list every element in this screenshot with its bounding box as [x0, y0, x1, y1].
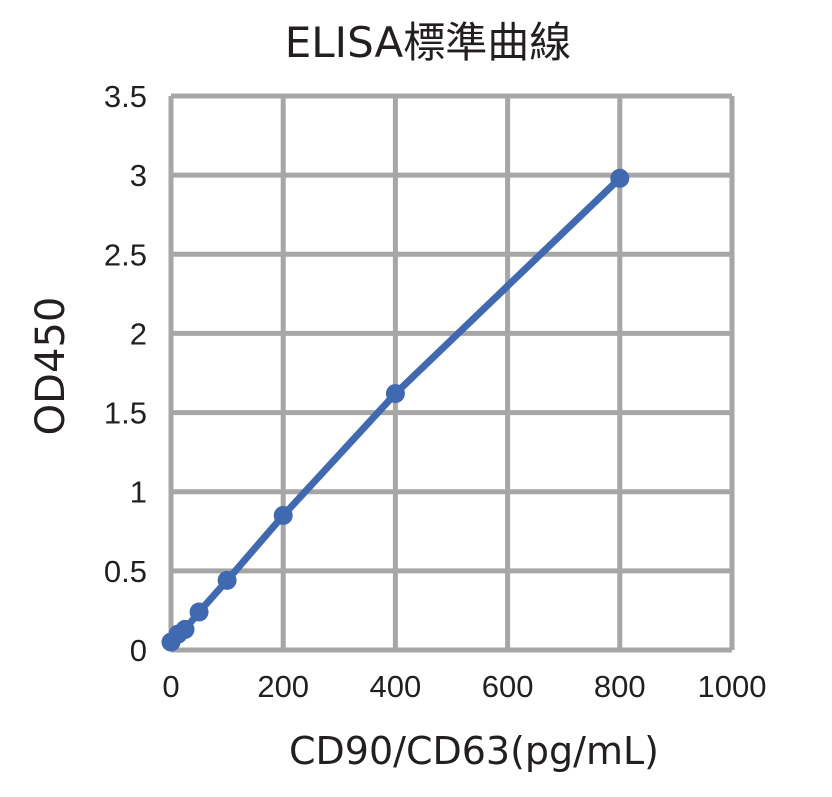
x-tick-label: 400	[370, 669, 422, 704]
grid	[168, 93, 735, 653]
y-tick-label: 3.5	[104, 79, 147, 114]
x-tick-labels: 0 200 400 600 800 1000	[162, 669, 766, 704]
x-tick-label: 800	[594, 669, 646, 704]
y-axis-label: OD450	[28, 297, 74, 436]
data-point	[175, 619, 195, 639]
data-point	[189, 602, 209, 622]
x-tick-label: 600	[482, 669, 534, 704]
y-tick-label: 2	[130, 316, 147, 351]
x-tick-label: 200	[257, 669, 309, 704]
x-tick-label: 1000	[698, 669, 767, 704]
y-tick-label: 2.5	[104, 237, 147, 272]
data-point	[385, 384, 405, 404]
y-tick-label: 3	[130, 158, 147, 193]
chart-title: ELISA標準曲線	[285, 18, 572, 67]
y-tick-labels: 0 0.5 1 1.5 2 2.5 3 3.5	[104, 79, 147, 668]
data-point	[273, 505, 293, 525]
data-point	[217, 570, 237, 590]
x-tick-label: 0	[162, 669, 179, 704]
series-layer	[161, 168, 630, 652]
x-axis-label: CD90/CD63(pg/mL)	[289, 729, 659, 773]
y-tick-label: 1	[130, 475, 147, 510]
data-point	[610, 168, 630, 188]
y-tick-label: 0	[130, 633, 147, 668]
y-tick-label: 0.5	[104, 554, 147, 589]
y-tick-label: 1.5	[104, 396, 147, 431]
